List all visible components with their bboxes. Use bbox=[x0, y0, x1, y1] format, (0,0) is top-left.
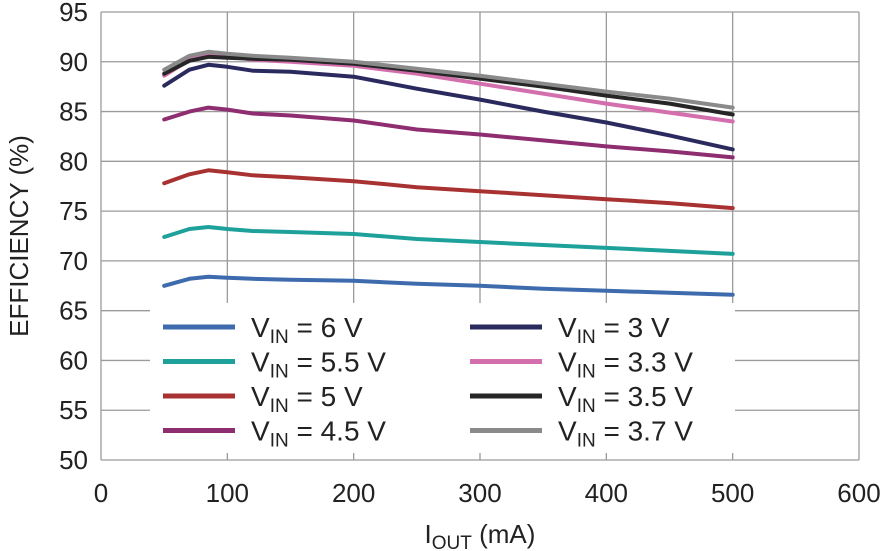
series-line bbox=[162, 168, 735, 211]
x-tick-label: 400 bbox=[585, 478, 628, 508]
legend-label: VIN = 5.5 V bbox=[251, 347, 386, 383]
legend-label: VIN = 3.5 V bbox=[558, 381, 693, 417]
legend-label: VIN = 4.5 V bbox=[251, 416, 386, 452]
y-tick-label: 80 bbox=[59, 146, 88, 176]
y-tick-label: 75 bbox=[59, 196, 88, 226]
x-tick-label: 200 bbox=[332, 478, 375, 508]
x-tick-label: 300 bbox=[458, 478, 501, 508]
y-tick-labels: 50 55 60 65 70 75 80 85 90 95 bbox=[59, 0, 88, 475]
y-axis-title: EFFICIENCY (%) bbox=[4, 135, 34, 337]
y-tick-label: 95 bbox=[59, 0, 88, 27]
legend-label: VIN = 3.7 V bbox=[558, 416, 693, 452]
series-lines bbox=[162, 49, 735, 297]
y-tick-label: 90 bbox=[59, 47, 88, 77]
series-line bbox=[162, 105, 735, 160]
legend-label: VIN = 6 V bbox=[251, 312, 363, 348]
legend-label: VIN = 5 V bbox=[251, 381, 363, 417]
y-tick-label: 60 bbox=[59, 345, 88, 375]
legend-label: VIN = 3 V bbox=[558, 312, 670, 348]
x-tick-labels: 0 100 200 300 400 500 600 bbox=[94, 478, 881, 508]
series-line bbox=[162, 225, 735, 256]
x-tick-label: 0 bbox=[94, 478, 108, 508]
series-line bbox=[162, 62, 735, 152]
x-axis-title: IOUT (mA) bbox=[425, 519, 536, 551]
legend-background bbox=[150, 303, 735, 453]
series-line bbox=[162, 274, 735, 297]
y-tick-label: 85 bbox=[59, 97, 88, 127]
y-tick-label: 55 bbox=[59, 395, 88, 425]
y-tick-label: 70 bbox=[59, 246, 88, 276]
series-line bbox=[162, 49, 735, 110]
x-tick-label: 600 bbox=[837, 478, 880, 508]
y-tick-label: 65 bbox=[59, 296, 88, 326]
legend-label: VIN = 3.3 V bbox=[558, 347, 693, 383]
y-tick-label: 50 bbox=[59, 445, 88, 475]
x-tick-label: 100 bbox=[206, 478, 249, 508]
x-tick-label: 500 bbox=[711, 478, 754, 508]
